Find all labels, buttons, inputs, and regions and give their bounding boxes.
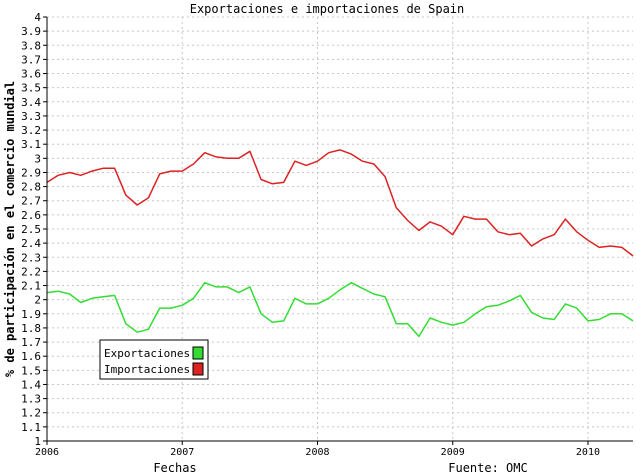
axes — [43, 16, 633, 445]
y-tick-label: 1.6 — [21, 350, 41, 363]
series-line-importaciones — [46, 149, 634, 257]
y-tick-label: 2.9 — [21, 166, 41, 179]
legend-swatch-importaciones — [192, 362, 204, 376]
y-tick-label: 2.1 — [21, 280, 41, 293]
y-tick-labels: 11.11.21.31.41.51.61.71.81.922.12.22.32.… — [21, 11, 41, 448]
y-axis-label: % de participación en el comercio mundia… — [3, 81, 17, 377]
y-tick-label: 1.8 — [21, 322, 41, 335]
y-tick-label: 4 — [34, 11, 41, 24]
source-note: Fuente: OMC — [448, 461, 527, 475]
y-tick-label: 3.3 — [21, 110, 41, 123]
x-tick-label: 2010 — [576, 447, 600, 458]
legend-box — [99, 339, 209, 380]
legend-label-exportaciones: Exportaciones — [104, 347, 190, 360]
x-tick-labels: 2006 2007 2008 2009 2010 — [35, 447, 600, 458]
y-tick-label: 1.1 — [21, 421, 41, 434]
y-tick-label: 1.2 — [21, 407, 41, 420]
chart-title: Exportaciones e importaciones de Spain — [190, 2, 465, 16]
y-tick-label: 2 — [34, 294, 41, 307]
y-tick-label: 3.1 — [21, 138, 41, 151]
y-tick-label: 1.9 — [21, 308, 41, 321]
y-tick-label: 2.4 — [21, 237, 41, 250]
x-tick-label: 2007 — [170, 447, 194, 458]
legend-label-importaciones: Importaciones — [104, 363, 190, 376]
y-tick-label: 2.8 — [21, 181, 41, 194]
y-tick-label: 2.2 — [21, 265, 41, 278]
y-tick-label: 2.5 — [21, 223, 41, 236]
series-line-exportaciones — [46, 281, 634, 338]
legend: Exportaciones Importaciones — [99, 339, 209, 380]
y-tick-label: 3.9 — [21, 25, 41, 38]
y-tick-label: 3.4 — [21, 96, 41, 109]
y-tick-label: 3.2 — [21, 124, 41, 137]
x-tick-label: 2009 — [441, 447, 465, 458]
x-tick-label: 2008 — [305, 447, 329, 458]
y-tick-label: 3.8 — [21, 39, 41, 52]
y-tick-label: 2.3 — [21, 251, 41, 264]
y-tick-label: 1.7 — [21, 336, 41, 349]
y-tick-label: 1.3 — [21, 393, 41, 406]
series-lines — [46, 149, 634, 338]
y-tick-label: 1.5 — [21, 364, 41, 377]
y-tick-label: 3.7 — [21, 53, 41, 66]
x-tick-label: 2006 — [35, 447, 59, 458]
y-tick-label: 3.6 — [21, 68, 41, 81]
x-axis-label: Fechas — [153, 461, 196, 475]
y-tick-label: 1.4 — [21, 378, 41, 391]
legend-swatch-exportaciones — [192, 346, 204, 360]
y-tick-label: 1 — [34, 435, 41, 448]
y-tick-label: 2.7 — [21, 195, 41, 208]
y-tick-label: 3 — [34, 152, 41, 165]
y-tick-label: 3.5 — [21, 82, 41, 95]
y-tick-label: 2.6 — [21, 209, 41, 222]
